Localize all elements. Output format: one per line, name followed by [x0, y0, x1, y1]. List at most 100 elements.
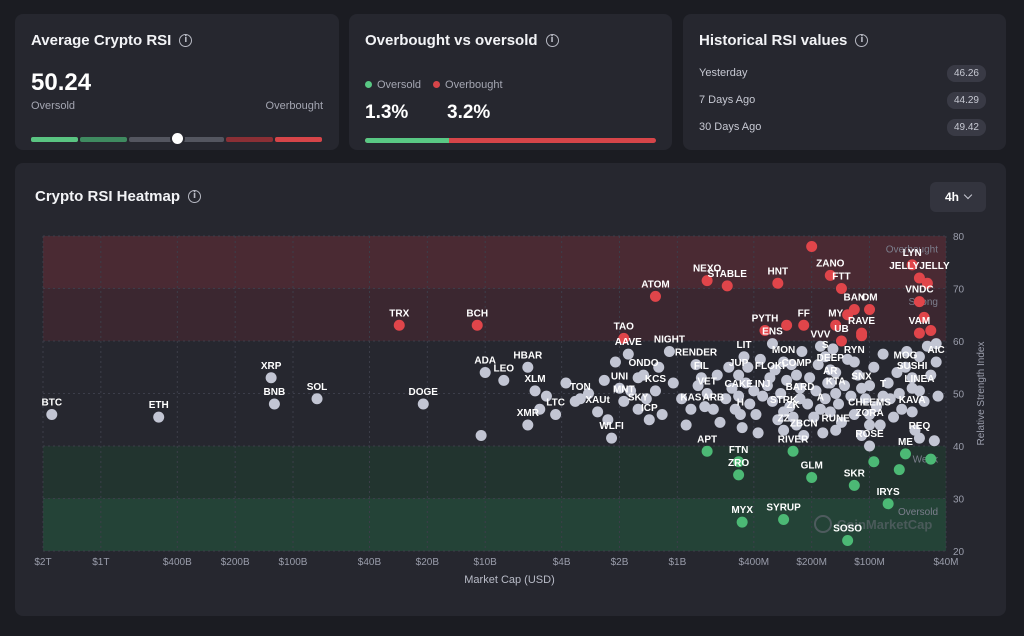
x-tick-label: $40M — [933, 557, 958, 568]
coin-label: JUP — [729, 358, 749, 369]
coin-label: ARB — [702, 392, 724, 403]
coin-point — [540, 390, 552, 402]
coin-point — [614, 382, 626, 394]
coin-point — [574, 393, 586, 405]
coin-label: DOGE — [409, 387, 439, 398]
oversold-dot-icon — [365, 80, 372, 88]
coin-point — [870, 401, 882, 413]
coin-point — [798, 319, 810, 331]
coin-point — [835, 283, 847, 294]
coin-label: FIL — [694, 361, 709, 372]
coin-point — [778, 514, 790, 525]
coin-point — [736, 422, 748, 434]
coin-label: RYN — [844, 345, 865, 356]
coin-point — [848, 409, 860, 420]
info-icon[interactable]: i — [855, 34, 869, 47]
coin-label: BARD — [786, 382, 815, 393]
coin-point — [393, 319, 405, 331]
coin-point — [772, 277, 784, 289]
coin-point — [707, 403, 719, 415]
coin-point — [781, 319, 793, 331]
ob-ratio-bar — [365, 138, 656, 143]
coin-label: LYN — [903, 248, 922, 259]
hist-row-value: 49.42 — [946, 119, 986, 136]
coin-label: SKR — [844, 468, 866, 479]
info-icon[interactable]: i — [179, 34, 193, 47]
coin-point — [632, 403, 644, 415]
coin-point — [906, 372, 918, 384]
coin-label: LTC — [546, 398, 565, 409]
average-rsi-title-row: Average Crypto RSI i — [31, 32, 193, 49]
coin-point — [893, 464, 905, 476]
coin-point — [882, 377, 894, 389]
coin-label: PYTH — [752, 314, 779, 325]
coin-label: SOL — [307, 382, 328, 393]
coin-label: ONDO — [629, 358, 659, 369]
coin-point — [690, 359, 702, 371]
coin-point — [856, 430, 868, 441]
coin-point — [901, 346, 913, 357]
coin-label: ROSE — [855, 429, 884, 440]
coin-point — [479, 367, 491, 378]
coin-label: WLFI — [599, 421, 624, 432]
x-axis-title: Market Cap (USD) — [464, 574, 554, 586]
coin-point — [906, 259, 918, 271]
hist-row-value: 46.26 — [946, 65, 986, 82]
timeframe-select[interactable]: 4h — [930, 182, 986, 212]
coin-label: KTA — [826, 377, 846, 388]
gauge-segment — [177, 137, 225, 142]
coin-point — [810, 385, 822, 397]
coin-label: REQ — [909, 421, 931, 432]
coin-label: CAKE — [724, 379, 753, 390]
coin-point — [757, 390, 769, 402]
coin-point — [930, 356, 942, 368]
x-tick-label: $1T — [92, 557, 109, 568]
coin-point — [733, 469, 745, 481]
x-tick-label: $4B — [553, 557, 571, 568]
coin-point — [896, 403, 908, 415]
x-tick-label: $400M — [739, 557, 770, 568]
coin-point — [830, 319, 842, 331]
rsi-scatter-chart: OverboughtStrongWeakOversold 20304050607… — [34, 232, 987, 586]
coin-point — [742, 361, 754, 373]
coin-point — [794, 393, 806, 405]
coin-point — [649, 385, 661, 397]
coin-point — [750, 409, 762, 420]
coin-point — [806, 241, 818, 252]
info-icon[interactable]: i — [188, 190, 202, 203]
coin-point — [265, 372, 277, 384]
coin-label: FTT — [832, 272, 850, 283]
coin-label: SNX — [851, 371, 872, 382]
coin-point — [721, 280, 733, 292]
coin-point — [778, 356, 790, 368]
overbought-legend-label: Overbought — [445, 79, 503, 91]
coin-point — [856, 382, 868, 394]
overbought-vs-oversold-card: Overbought vs oversold i Oversold Overbo… — [349, 14, 672, 150]
coin-point — [899, 448, 911, 460]
coin-point — [734, 409, 746, 420]
ob-legend: Oversold Overbought — [365, 79, 503, 91]
oversold-legend-label: Oversold — [377, 79, 422, 91]
coin-point — [864, 409, 876, 420]
coin-point — [744, 398, 756, 410]
coin-label: KAS — [680, 392, 701, 403]
coin-label: ICP — [641, 403, 658, 414]
coin-point — [685, 403, 697, 415]
coin-point — [787, 411, 799, 423]
coin-point — [824, 406, 836, 418]
coin-label: S — [822, 340, 829, 351]
y-tick-label: 70 — [953, 285, 965, 296]
hist-row-label: 7 Days Ago — [699, 94, 756, 106]
coin-label: VET — [697, 377, 716, 388]
coin-label: BCH — [466, 308, 488, 319]
coin-label: APT — [697, 434, 717, 445]
rsi-gauge-bar — [31, 137, 322, 142]
coin-point — [609, 356, 621, 368]
hist-row-value: 44.29 — [946, 92, 986, 109]
coin-label: SOSO — [833, 524, 862, 535]
coin-label: NIGHT — [654, 335, 685, 346]
coin-label: CHEEMS — [848, 398, 891, 409]
coin-point — [928, 435, 940, 447]
coin-point — [930, 338, 942, 350]
info-icon[interactable]: i — [545, 34, 559, 47]
